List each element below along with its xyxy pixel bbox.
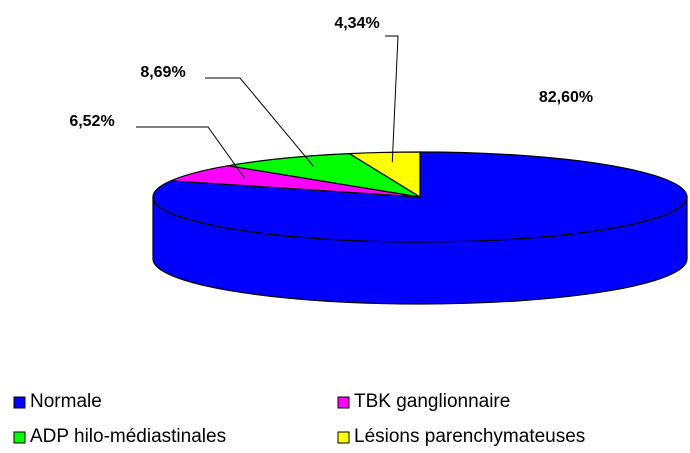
leader-line: [385, 35, 399, 163]
data-label: 4,34%: [334, 15, 379, 32]
legend-swatch: [337, 396, 350, 409]
legend-label: Lésions parenchymateuses: [354, 426, 585, 447]
legend-swatch: [337, 431, 350, 444]
data-label: 8,69%: [140, 64, 185, 81]
data-label: 82,60%: [539, 89, 593, 106]
pie-slice: [347, 151, 421, 199]
pie-slice: [228, 152, 421, 198]
legend-swatch: [13, 396, 26, 409]
leader-line: [205, 77, 315, 168]
legend-label: Normale: [30, 391, 102, 412]
legend-label: TBK ganglionnaire: [354, 391, 510, 412]
data-label: 6,52%: [69, 113, 114, 130]
leader-line: [136, 126, 245, 179]
legend-swatch: [13, 431, 26, 444]
legend-label: ADP hilo-médiastinales: [30, 426, 226, 447]
